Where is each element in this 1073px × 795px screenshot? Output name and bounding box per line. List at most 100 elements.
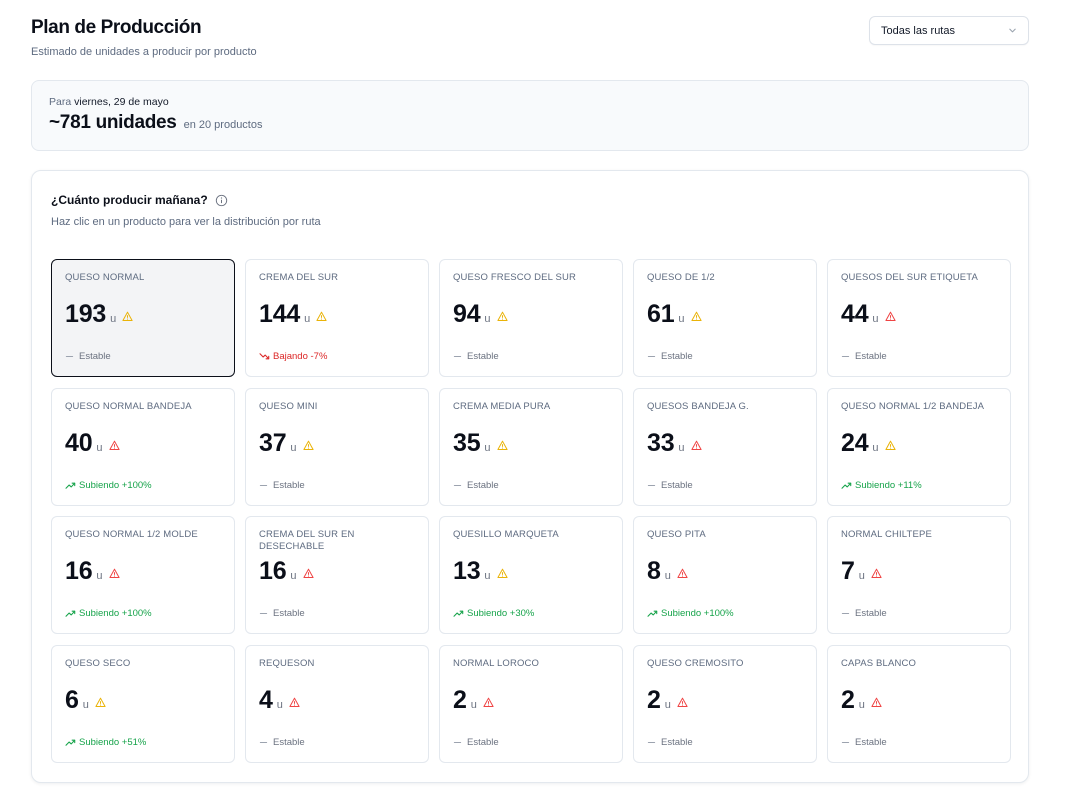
chevron-down-icon (1007, 26, 1017, 36)
product-quantity: 13 u (453, 557, 508, 586)
trend-indicator: Subiendo +100% (65, 608, 152, 619)
quantity-value: 16 (259, 557, 287, 585)
trend-label: Estable (661, 479, 693, 491)
warning-yellow-icon (316, 311, 327, 322)
minus-icon (259, 481, 270, 490)
product-name: CREMA DEL SUR EN DESECHABLE (259, 529, 355, 552)
product-card[interactable]: QUESOS DEL SUR ETIQUETA 44 u Estable (827, 259, 1011, 377)
product-card[interactable]: CREMA DEL SUR 144 u Bajando -7% (245, 259, 429, 377)
minus-icon (259, 738, 270, 747)
panel-title: ¿Cuánto producir mañana? (51, 193, 228, 207)
product-card[interactable]: NORMAL LOROCO 2 u Estable (439, 644, 623, 763)
product-card[interactable]: QUESO SECO 6 u Subiendo +51% (51, 644, 235, 763)
quantity-value: 13 (453, 557, 481, 585)
trend-indicator: Estable (65, 351, 111, 362)
product-quantity: 144 u (259, 300, 327, 329)
product-quantity: 33 u (647, 429, 702, 458)
product-name: CREMA DEL SUR (259, 272, 339, 283)
quantity-unit: u (484, 313, 491, 325)
product-name: CAPAS BLANCO (841, 657, 917, 669)
quantity-value: 4 (259, 685, 273, 714)
product-name: REQUESON (259, 657, 315, 669)
product-card[interactable]: REQUESON 4 u Estable (245, 644, 429, 763)
trending-up-icon (841, 481, 852, 490)
trend-label: Subiendo +100% (661, 608, 734, 619)
product-card[interactable]: CREMA MEDIA PURA 35 u Estable (439, 387, 623, 506)
product-card[interactable]: QUESOS BANDEJA G. 33 u Estable (633, 387, 817, 506)
trend-indicator: Estable (841, 608, 887, 619)
quantity-value: 33 (647, 428, 675, 457)
warning-yellow-icon (496, 311, 508, 322)
product-card[interactable]: QUESO NORMAL 193 u Estable (51, 259, 235, 377)
minus-icon (647, 352, 658, 361)
warning-red-icon (677, 568, 688, 579)
minus-icon (841, 738, 852, 747)
minus-icon (647, 481, 658, 490)
product-card[interactable]: QUESO MINI 37 u Estable (245, 387, 429, 506)
trend-indicator: Subiendo +30% (453, 608, 534, 619)
quantity-unit: u (290, 570, 297, 582)
summary-box: Para viernes, 29 de mayo ~781 unidades e… (31, 80, 1029, 151)
warning-yellow-icon (496, 568, 508, 579)
quantity-unit: u (470, 698, 477, 711)
product-quantity: 2 u (647, 686, 688, 715)
trend-indicator: Subiendo +100% (65, 480, 152, 491)
trend-label: Estable (855, 608, 887, 619)
quantity-unit: u (290, 441, 297, 454)
route-select[interactable]: Todas las rutas (869, 16, 1029, 45)
product-quantity: 61 u (647, 300, 702, 329)
product-card[interactable]: QUESO NORMAL 1/2 BANDEJA 24 u Subiendo +… (827, 387, 1011, 506)
quantity-unit: u (664, 570, 671, 582)
quantity-value: 37 (259, 428, 287, 457)
trend-indicator: Bajando -7% (259, 351, 327, 362)
trending-up-icon (453, 609, 464, 618)
product-card[interactable]: QUESO NORMAL 1/2 MOLDE 16 u Subiendo +10… (51, 516, 235, 634)
product-grid: QUESO NORMAL 193 u Estable CREMA DEL SUR… (51, 259, 1011, 763)
product-card[interactable]: NORMAL CHILTEPE 7 u Estable (827, 516, 1011, 634)
minus-icon (841, 609, 852, 618)
product-card[interactable]: QUESO CREMOSITO 2 u Estable (633, 644, 817, 763)
page-subtitle: Estimado de unidades a producir por prod… (31, 46, 257, 58)
trend-indicator: Estable (647, 351, 693, 362)
trend-indicator: Estable (259, 608, 305, 619)
product-card[interactable]: QUESO DE 1/2 61 u Estable (633, 259, 817, 377)
trend-label: Subiendo +30% (467, 608, 535, 619)
minus-icon (453, 352, 464, 361)
quantity-value: 2 (841, 685, 855, 714)
summary-date-line: Para viernes, 29 de mayo (49, 96, 169, 108)
product-name: QUESO NORMAL BANDEJA (65, 400, 192, 412)
product-card[interactable]: CREMA DEL SUR EN DESECHABLE 16 u Estable (245, 516, 429, 634)
product-card[interactable]: QUESO FRESCO DEL SUR 94 u Estable (439, 259, 623, 377)
product-card[interactable]: CAPAS BLANCO 2 u Estable (827, 644, 1011, 763)
trending-up-icon (65, 481, 76, 490)
quantity-unit: u (664, 698, 671, 711)
trend-indicator: Subiendo +11% (841, 480, 922, 491)
trend-indicator: Estable (259, 737, 305, 748)
product-card[interactable]: QUESO PITA 8 u Subiendo +100% (633, 516, 817, 634)
product-quantity: 7 u (841, 557, 882, 586)
product-quantity: 16 u (65, 557, 120, 586)
quantity-value: 2 (453, 685, 467, 714)
quantity-unit: u (96, 570, 103, 582)
summary-products: en 20 productos (183, 119, 263, 131)
product-card[interactable]: QUESILLO MARQUETA 13 u Subiendo +30% (439, 516, 623, 634)
quantity-unit: u (110, 313, 117, 325)
trend-label: Estable (467, 736, 499, 748)
minus-icon (65, 352, 76, 361)
product-name: QUESILLO MARQUETA (453, 529, 559, 540)
trend-label: Subiendo +100% (79, 479, 152, 491)
product-quantity: 6 u (65, 686, 106, 715)
trend-indicator: Estable (841, 737, 887, 748)
warning-red-icon (871, 568, 882, 579)
info-icon[interactable] (215, 194, 228, 207)
product-quantity: 2 u (841, 686, 882, 715)
production-panel: ¿Cuánto producir mañana? Haz clic en un … (31, 170, 1029, 783)
product-card[interactable]: QUESO NORMAL BANDEJA 40 u Subiendo +100% (51, 387, 235, 506)
trending-up-icon (647, 609, 658, 618)
panel-subtitle: Haz clic en un producto para ver la dist… (51, 216, 321, 228)
product-quantity: 94 u (453, 300, 508, 329)
warning-yellow-icon (95, 697, 106, 708)
summary-total: ~781 unidades (49, 112, 177, 133)
product-name: QUESO MINI (259, 400, 318, 412)
